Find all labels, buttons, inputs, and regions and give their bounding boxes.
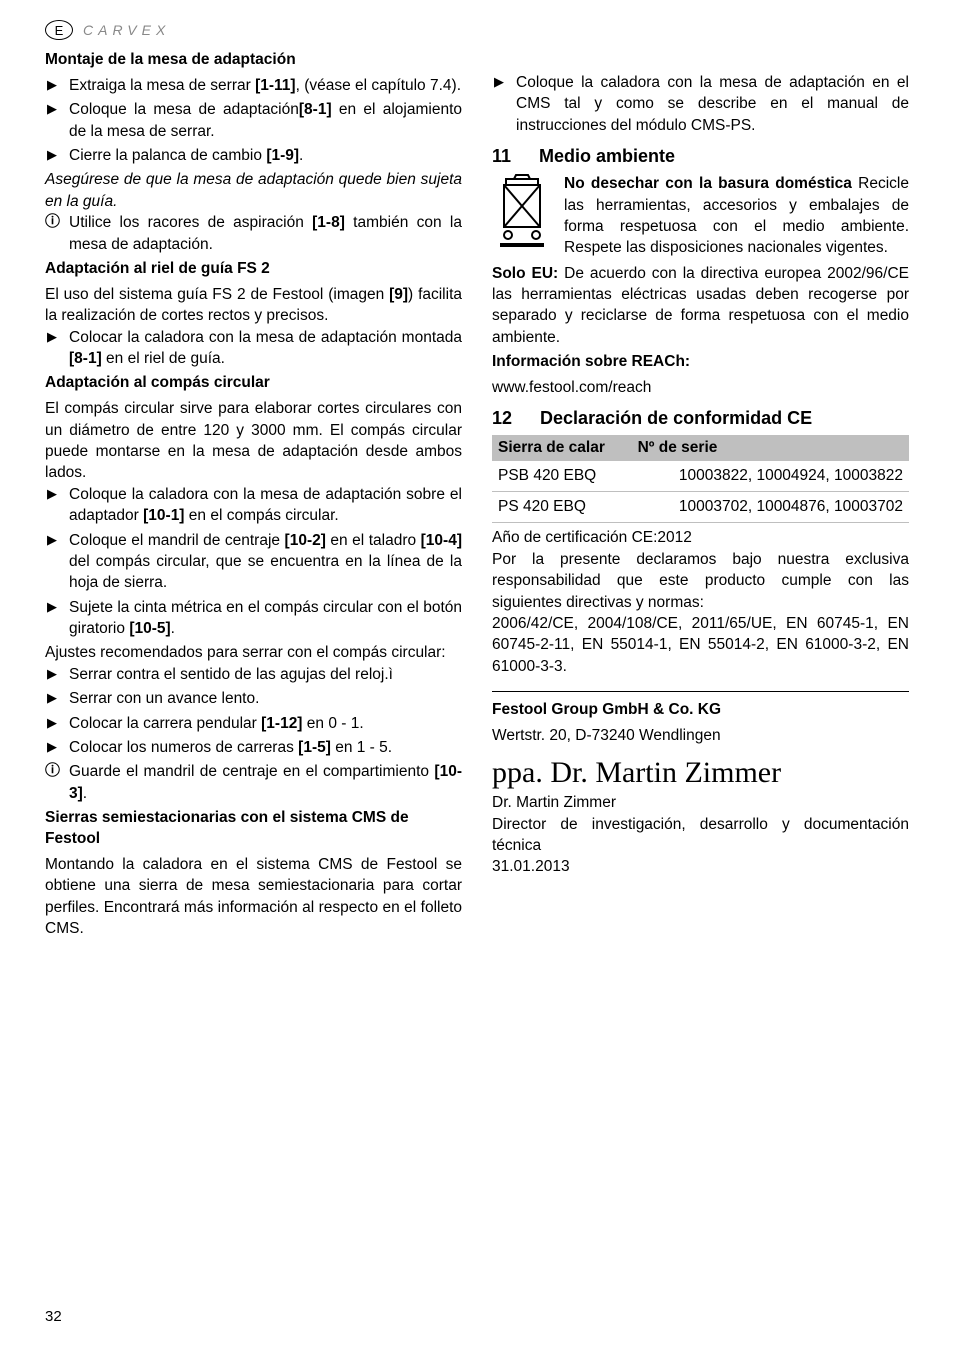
table-header: Sierra de calar — [492, 435, 632, 461]
brand-name: CARVEX — [83, 22, 170, 38]
signatory-name: Dr. Martin Zimmer — [492, 792, 909, 813]
page-header: E CARVEX — [45, 20, 909, 40]
paragraph: Por la presente declaramos bajo nuestra … — [492, 549, 909, 613]
paragraph: Ajustes recomendados para serrar con el … — [45, 642, 462, 663]
signature: ppa. Dr. Martin Zimmer — [492, 758, 909, 788]
left-column: Montaje de la mesa de adaptación Extraig… — [45, 46, 462, 939]
instruction-list: Colocar la caladora con la mesa de adapt… — [45, 327, 462, 370]
list-item: Colocar los numeros de carreras [1-5] en… — [45, 737, 462, 758]
instruction-list: Coloque la caladora con la mesa de adapt… — [45, 484, 462, 640]
content-columns: Montaje de la mesa de adaptación Extraig… — [45, 46, 909, 939]
language-badge: E — [45, 20, 73, 40]
list-item: Coloque la caladora con la mesa de adapt… — [45, 484, 462, 527]
heading-number: 12 — [492, 408, 512, 429]
info-note: Utilice los racores de aspiración [1-8] … — [45, 212, 462, 255]
heading-number: 11 — [492, 146, 511, 167]
weee-text: No desechar con la basura doméstica Reci… — [564, 173, 909, 259]
table-cell: PSB 420 EBQ — [492, 461, 632, 492]
list-item: Coloque la caladora con la mesa de adapt… — [492, 72, 909, 136]
paragraph: El compás circular sirve para elaborar c… — [45, 398, 462, 484]
section-title: Información sobre REACh: — [492, 352, 909, 373]
table-cell: PS 420 EBQ — [492, 492, 632, 523]
company-name: Festool Group GmbH & Co. KG — [492, 700, 909, 721]
table-cell: 10003702, 10004876, 10003702 — [632, 492, 909, 523]
cert-year: Año de certificación CE:2012 — [492, 527, 909, 548]
divider — [492, 691, 909, 692]
table-row: PS 420 EBQ 10003702, 10004876, 10003702 — [492, 492, 909, 523]
company-address: Wertstr. 20, D-73240 Wendlingen — [492, 725, 909, 746]
note-text: Asegúrese de que la mesa de adaptación q… — [45, 169, 462, 212]
info-note: Guarde el mandril de centraje en el comp… — [45, 761, 462, 804]
section-title: Adaptación al compás circular — [45, 373, 462, 394]
list-item: Serrar contra el sentido de las agujas d… — [45, 664, 462, 685]
paragraph: Montando la caladora en el sistema CMS d… — [45, 854, 462, 940]
signatory-role: Director de investigación, desarrollo y … — [492, 814, 909, 857]
section-heading: 11 Medio ambiente — [492, 146, 909, 167]
heading-text: Declaración de conformidad CE — [540, 408, 812, 429]
right-column: Coloque la caladora con la mesa de adapt… — [492, 46, 909, 939]
table-header: Nº de serie — [632, 435, 909, 461]
section-title: Montaje de la mesa de adaptación — [45, 50, 462, 71]
list-item: Cierre la palanca de cambio [1-9]. — [45, 145, 462, 166]
instruction-list: Coloque la caladora con la mesa de adapt… — [492, 72, 909, 136]
section-heading: 12 Declaración de conformidad CE — [492, 408, 909, 429]
weee-block: No desechar con la basura doméstica Reci… — [492, 173, 909, 259]
table-header-row: Sierra de calar Nº de serie — [492, 435, 909, 461]
norms-text: 2006/42/CE, 2004/108/CE, 2011/65/UE, EN … — [492, 613, 909, 677]
instruction-list: Serrar contra el sentido de las agujas d… — [45, 664, 462, 759]
section-title: Adaptación al riel de guía FS 2 — [45, 259, 462, 280]
list-item: Serrar con un avance lento. — [45, 688, 462, 709]
list-item: Colocar la caladora con la mesa de adapt… — [45, 327, 462, 370]
paragraph: El uso del sistema guía FS 2 de Festool … — [45, 284, 462, 327]
signature-date: 31.01.2013 — [492, 856, 909, 877]
section-title: Sierras semiestacionarias con el sistema… — [45, 808, 462, 850]
table-cell: 10003822, 10004924, 10003822 — [632, 461, 909, 492]
instruction-list: Extraiga la mesa de serrar [1-11], (véas… — [45, 75, 462, 167]
reach-url: www.festool.com/reach — [492, 377, 909, 398]
table-row: PSB 420 EBQ 10003822, 10004924, 10003822 — [492, 461, 909, 492]
ce-table: Sierra de calar Nº de serie PSB 420 EBQ … — [492, 435, 909, 523]
list-item: Colocar la carrera pendular [1-12] en 0 … — [45, 713, 462, 734]
list-item: Coloque la mesa de adaptación[8-1] en el… — [45, 99, 462, 142]
weee-icon — [492, 173, 552, 253]
list-item: Sujete la cinta métrica en el compás cir… — [45, 597, 462, 640]
paragraph: Solo EU: De acuerdo con la directiva eur… — [492, 263, 909, 349]
list-item: Coloque el mandril de centraje [10-2] en… — [45, 530, 462, 594]
list-item: Extraiga la mesa de serrar [1-11], (véas… — [45, 75, 462, 96]
page-number: 32 — [45, 1308, 62, 1325]
heading-text: Medio ambiente — [539, 146, 675, 167]
